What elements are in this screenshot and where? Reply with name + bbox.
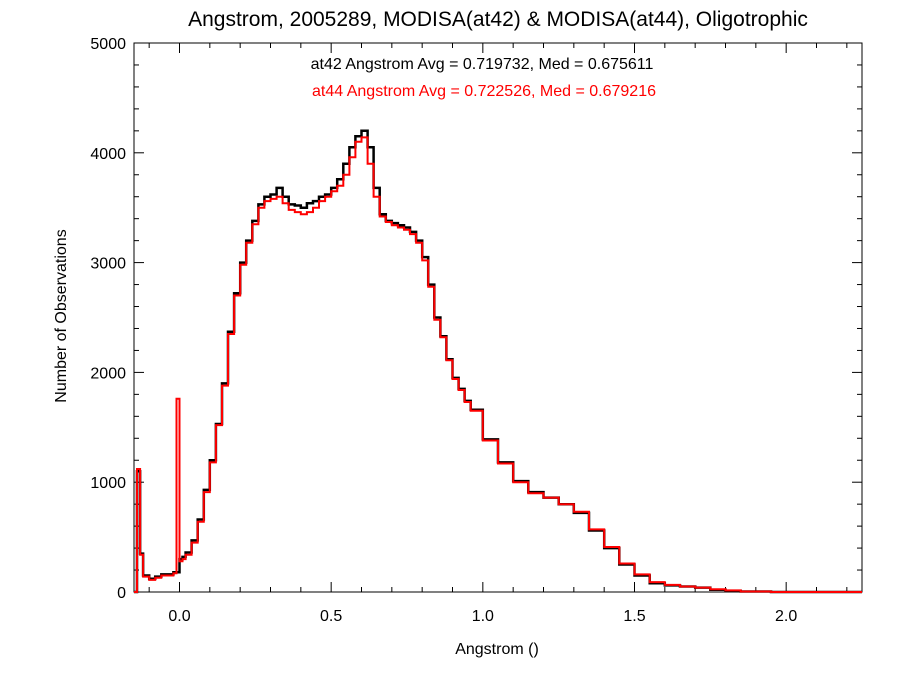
annotation-at44: at44 Angstrom Avg = 0.722526, Med = 0.67… <box>312 83 656 100</box>
series-group <box>134 129 862 594</box>
x-tick-label: 1.5 <box>623 608 645 625</box>
x-tick-label: 0.5 <box>320 608 342 625</box>
plot-frame <box>133 42 863 593</box>
y-tick-label: 0 <box>117 585 126 602</box>
annotation-at42: at42 Angstrom Avg = 0.719732, Med = 0.67… <box>311 56 654 73</box>
ticks: 0.0 0.5 1.0 1.5 2.0 0 1000 2000 3000 4000 5000 <box>90 36 862 625</box>
y-tick-label: 2000 <box>90 365 126 382</box>
chart-title: Angstrom, 2005289, MODISA(at42) & MODISA… <box>188 8 808 31</box>
x-tick-label: 1.0 <box>472 608 494 625</box>
y-tick-label: 5000 <box>90 36 126 53</box>
y-tick-label: 3000 <box>90 256 126 273</box>
y-tick-label: 4000 <box>90 146 126 163</box>
series-at44-line <box>134 136 862 593</box>
x-tick-label: 2.0 <box>775 608 797 625</box>
x-axis-label: Angstrom () <box>455 641 539 658</box>
axes <box>133 42 863 593</box>
y-tick-label: 1000 <box>90 475 126 492</box>
series-at42-line <box>134 129 862 594</box>
y-axis-label: Number of Observations <box>53 229 70 402</box>
x-tick-label: 0.0 <box>168 608 190 625</box>
